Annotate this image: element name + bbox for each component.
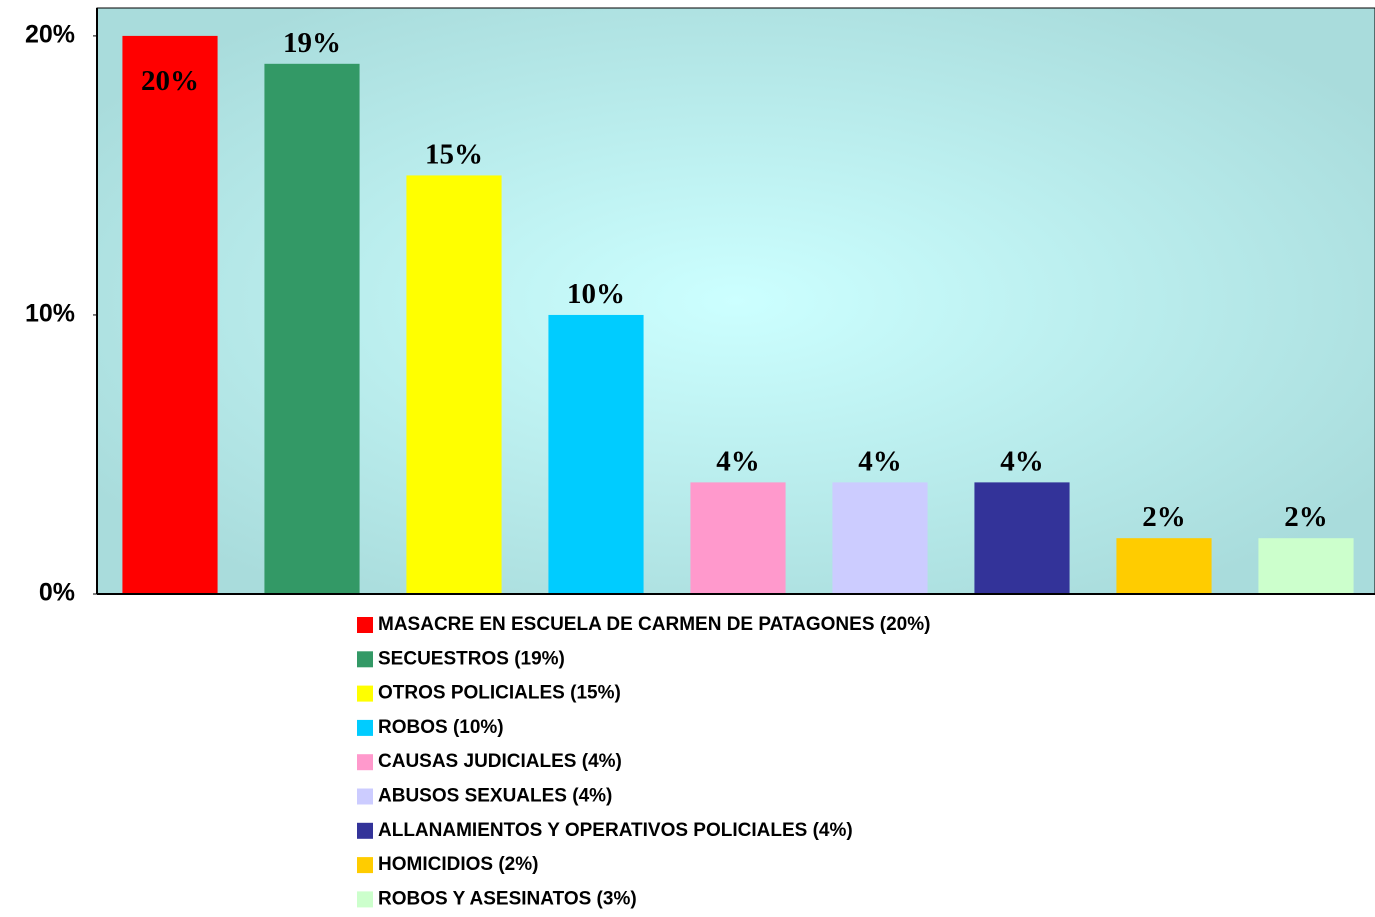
bar <box>832 482 928 594</box>
value-label: 15% <box>425 138 483 170</box>
bar <box>406 175 502 594</box>
legend-swatch <box>357 822 373 839</box>
legend-swatch <box>357 891 373 908</box>
legend-swatch <box>357 857 373 874</box>
bar <box>1258 538 1354 594</box>
legend-label: ROBOS (10%) <box>378 717 504 738</box>
bar <box>548 314 644 594</box>
value-label: 20% <box>141 65 199 97</box>
bar <box>1116 538 1212 594</box>
legend-label: OTROS POLICIALES (15%) <box>378 683 621 704</box>
legend-swatch <box>357 788 373 805</box>
bar <box>264 63 360 595</box>
y-tick-label: 10% <box>25 300 75 328</box>
legend-swatch <box>357 685 373 702</box>
y-tick-label: 0% <box>39 579 75 607</box>
value-label: 10% <box>567 278 625 310</box>
legend-label: ROBOS Y ASESINATOS (3%) <box>378 888 637 909</box>
value-label: 4% <box>716 445 760 477</box>
legend-swatch <box>357 617 373 633</box>
value-label: 2% <box>1142 501 1186 533</box>
value-label: 19% <box>283 27 341 59</box>
legend-label: CAUSAS JUDICIALES (4%) <box>378 751 622 772</box>
legend-label: ABUSOS SEXUALES (4%) <box>378 786 612 807</box>
legend-label: HOMICIDIOS (2%) <box>378 854 538 875</box>
value-label: 4% <box>858 445 902 477</box>
legend-swatch <box>357 719 373 736</box>
bar <box>122 35 218 594</box>
value-label: 4% <box>1000 445 1044 477</box>
bar <box>974 482 1070 594</box>
value-label: 2% <box>1284 501 1328 533</box>
bar <box>690 482 786 594</box>
legend-label: ALLANAMIENTOS Y OPERATIVOS POLICIALES (4… <box>378 820 853 841</box>
legend-swatch <box>357 651 373 668</box>
legend-label: MASACRE EN ESCUELA DE CARMEN DE PATAGONE… <box>378 614 930 635</box>
legend-swatch <box>357 754 373 771</box>
y-tick-label: 20% <box>25 21 75 49</box>
legend-label: SECUESTROS (19%) <box>378 648 565 669</box>
